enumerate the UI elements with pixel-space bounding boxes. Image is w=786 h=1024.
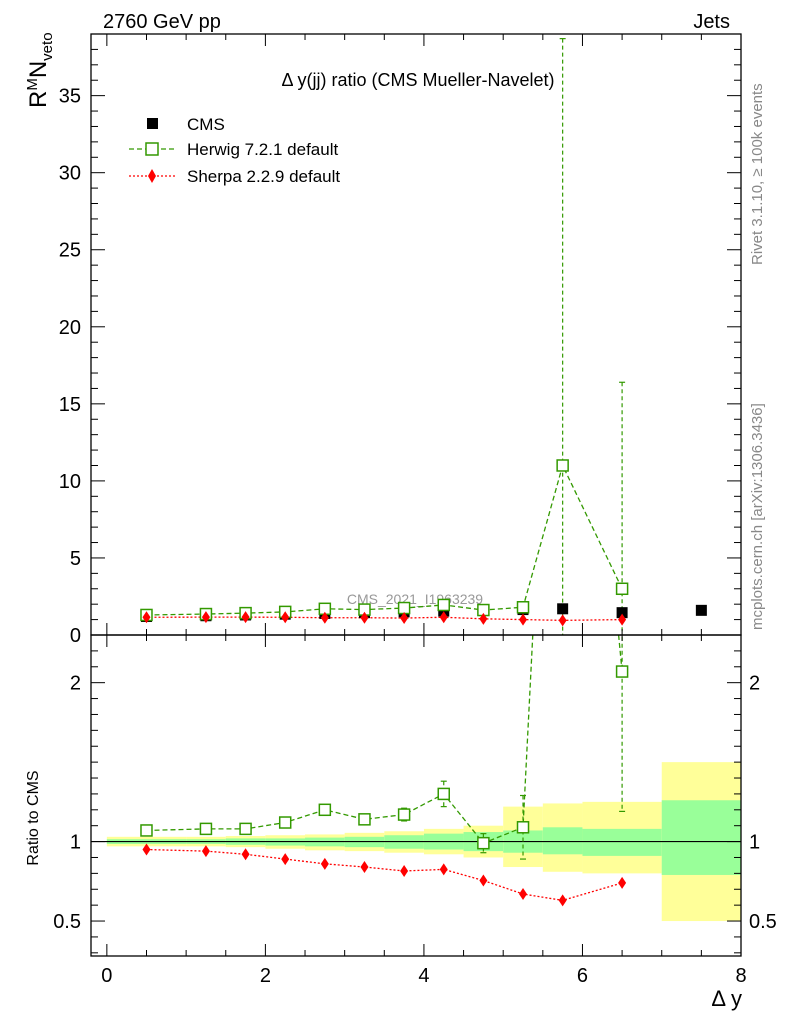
sherpa-ratio-point: [618, 876, 627, 889]
herwig-point: [556, 459, 569, 472]
ylabel-sup: M: [24, 78, 41, 91]
sherpa-ratio-point: [320, 857, 329, 870]
legend-sherpa-label: Sherpa 2.2.9 default: [187, 167, 340, 186]
y-tick-label-main: 10: [59, 471, 81, 493]
sherpa-point: [400, 612, 409, 625]
cms-point: [616, 607, 628, 619]
herwig-ratio-point: [278, 816, 292, 829]
herwig-ratio-point: [615, 665, 629, 678]
x-tick-label: 8: [735, 965, 746, 987]
herwig-ratio-point: [199, 822, 213, 836]
herwig-line: [146, 463, 623, 616]
herwig-ratio-point: [397, 808, 411, 821]
y-tick-label-main: 5: [70, 548, 81, 570]
herwig-ratio-point: [140, 824, 153, 837]
x-tick-label: 2: [260, 965, 271, 987]
sherpa-point: [241, 611, 250, 624]
sherpa-point: [479, 612, 488, 625]
y-tick-label-ratio-right: 1: [749, 832, 760, 854]
ratio-panel-data: [91, 635, 741, 922]
ylabel-sub: veto: [39, 32, 56, 60]
ratio-ylabel: Ratio to CMS: [25, 770, 42, 865]
header-right: Jets: [693, 11, 730, 33]
legend-herwig-marker: [145, 142, 159, 156]
cms-point: [695, 604, 707, 616]
y-tick-label-main: 20: [59, 317, 81, 339]
sherpa-point: [439, 611, 448, 624]
legend-herwig-label: Herwig 7.2.1 default: [187, 140, 338, 159]
y-tick-label-ratio-left: 1: [70, 832, 81, 854]
main-panel-data: [140, 38, 707, 635]
sherpa-ratio-point: [241, 848, 250, 861]
herwig-point: [516, 601, 530, 614]
sherpa-point: [558, 614, 567, 627]
legend-cms-label: CMS: [187, 115, 225, 134]
y-tick-label-main: 30: [59, 163, 81, 185]
herwig-ratio-point: [239, 822, 252, 836]
sherpa-ratio-point: [142, 843, 151, 856]
legend-sherpa-marker: [148, 169, 156, 183]
herwig-ratio-line: [146, 635, 623, 844]
band-inner: [542, 827, 583, 855]
sherpa-point: [201, 611, 210, 624]
sherpa-ratio-point: [479, 874, 488, 887]
sherpa-ratio-point: [439, 863, 448, 876]
y-tick-label-ratio-left: 0.5: [53, 911, 81, 933]
sherpa-point: [320, 611, 329, 624]
x-tick-label: 6: [577, 965, 588, 987]
sherpa-line: [146, 616, 623, 622]
x-axis-label: Δ y: [711, 986, 742, 1011]
sherpa-ratio-point: [360, 861, 369, 874]
herwig-point: [615, 582, 629, 596]
rivet-label: Rivet 3.1.10, ≥ 100k events: [749, 83, 766, 265]
herwig-point: [437, 598, 450, 612]
header-left: 2760 GeV pp: [103, 11, 221, 33]
y-tick-label-main: 15: [59, 394, 81, 416]
herwig-ratio-point: [477, 836, 490, 850]
ylabel-mid: N: [25, 61, 52, 78]
sherpa-point: [618, 613, 627, 626]
sherpa-point: [360, 611, 369, 624]
cms-point: [557, 603, 569, 615]
y-tick-label-main: 25: [59, 240, 81, 262]
band-inner: [582, 828, 662, 856]
y-tick-label-main: 35: [59, 86, 81, 108]
main-ylabel: RMNveto: [24, 32, 56, 108]
herwig-ratio-point: [516, 821, 530, 834]
legend-cms-marker: [147, 118, 158, 129]
chart-title: Δ y(jj) ratio (CMS Mueller-Navelet): [281, 70, 554, 90]
ylabel-main: R: [25, 91, 52, 108]
herwig-ratio-point: [358, 813, 371, 826]
y-tick-label-ratio-right: 0.5: [749, 911, 777, 933]
legend: CMS Herwig 7.2.1 default Sherpa 2.2.9 de…: [129, 115, 340, 186]
sherpa-ratio-point: [201, 845, 210, 858]
sherpa-ratio-point: [281, 853, 290, 866]
sherpa-ratio-point: [558, 894, 567, 907]
herwig-ratio-point: [437, 787, 450, 801]
sherpa-point: [142, 611, 151, 624]
y-tick-label-ratio-left: 2: [70, 673, 81, 695]
sherpa-ratio-point: [400, 864, 409, 877]
band-inner: [661, 800, 741, 875]
y-tick-label-main: 0: [70, 625, 81, 647]
mcplots-label: mcplots.cern.ch [arXiv:1306.3436]: [749, 403, 766, 630]
ratio-panel-frame: [90, 634, 742, 957]
herwig-point: [397, 601, 411, 615]
x-tick-label: 0: [101, 965, 112, 987]
x-tick-label: 4: [418, 965, 429, 987]
y-tick-label-ratio-right: 2: [749, 673, 760, 695]
herwig-ratio-point: [318, 803, 332, 817]
sherpa-point: [519, 613, 528, 626]
svg-text:RMNveto: RMNveto: [24, 32, 56, 108]
sherpa-ratio-line: [146, 848, 623, 902]
sherpa-point: [281, 611, 290, 624]
sherpa-ratio-point: [519, 888, 528, 901]
